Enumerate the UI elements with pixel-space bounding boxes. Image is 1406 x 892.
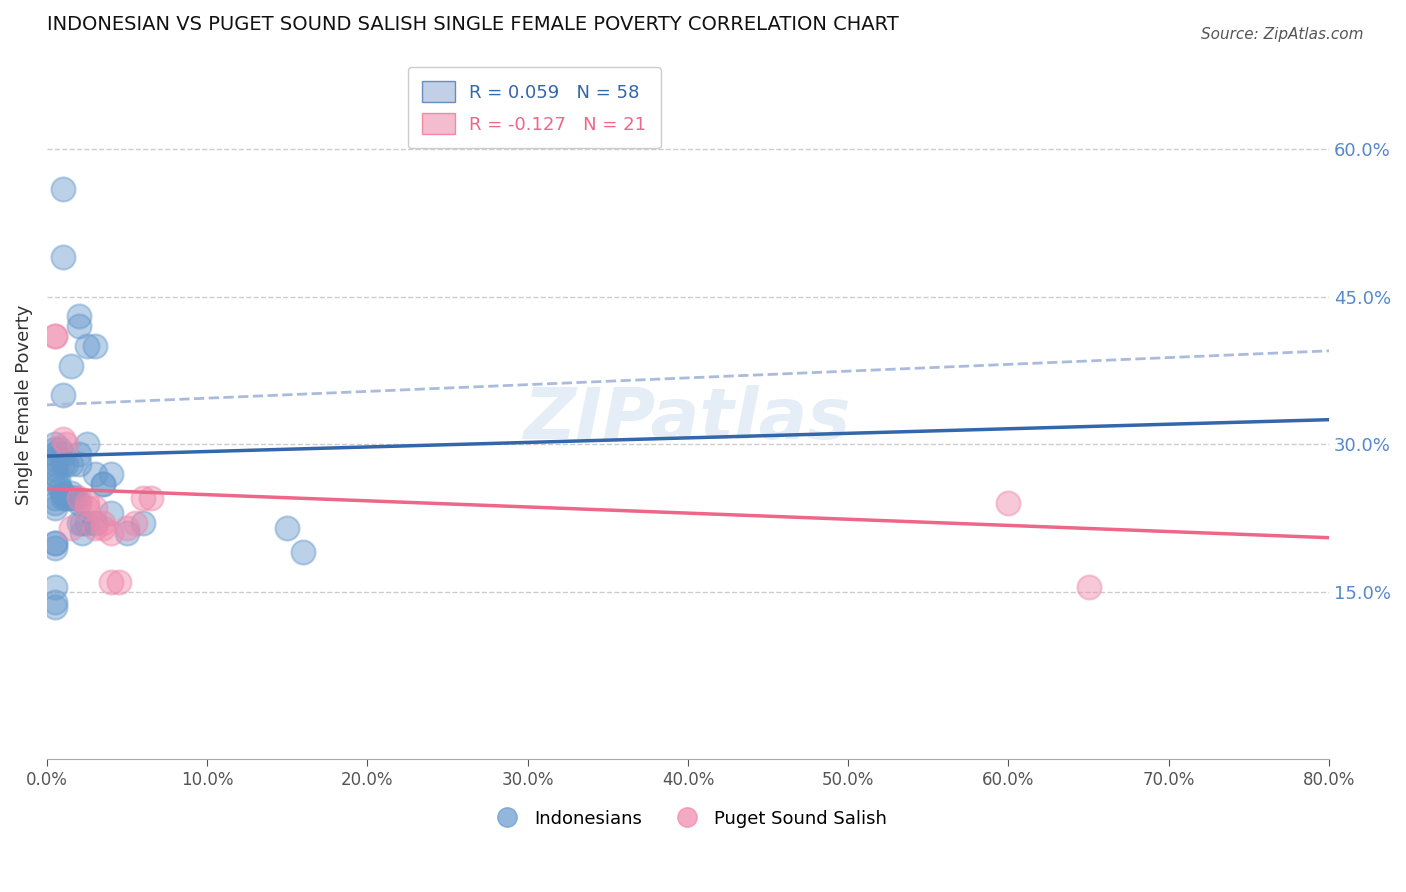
Point (76, 501, 98, 516)
Point (55, 457, 77, 471)
Point (44, 452, 66, 467)
Point (124, 516, 146, 530)
Point (44, 329, 66, 343)
Point (70, 525, 93, 540)
Point (997, 496, 1019, 510)
Point (48, 482, 70, 496)
Point (44, 491, 66, 506)
Point (91, 476, 114, 491)
Point (276, 521, 298, 535)
Point (44, 501, 66, 516)
Point (52, 488, 75, 502)
Point (67, 491, 90, 506)
Point (44, 580, 66, 594)
Point (44, 599, 66, 614)
Point (44, 541, 66, 555)
Point (44, 457, 66, 471)
Point (59, 521, 82, 535)
Point (52, 486, 75, 500)
Point (115, 521, 138, 535)
Point (62, 491, 84, 506)
Point (100, 506, 122, 520)
Point (67, 496, 90, 510)
Point (44, 467, 66, 481)
Point (52, 251, 75, 265)
Point (91, 516, 114, 530)
Point (67, 319, 90, 334)
Point (100, 525, 122, 540)
Point (48, 442, 70, 457)
Point (67, 457, 90, 471)
Point (59, 359, 82, 373)
Point (44, 447, 66, 461)
Point (70, 516, 93, 530)
Point (52, 457, 75, 471)
Point (115, 525, 138, 540)
Point (55, 491, 77, 506)
Point (67, 516, 90, 530)
Point (44, 496, 66, 510)
Point (44, 535, 66, 549)
Point (44, 462, 66, 476)
Point (76, 496, 98, 510)
Point (76, 437, 98, 451)
Point (76, 516, 98, 530)
Point (44, 442, 66, 457)
Point (55, 437, 77, 451)
Y-axis label: Single Female Poverty: Single Female Poverty (15, 305, 32, 505)
Point (46, 476, 69, 491)
Point (100, 467, 122, 481)
Point (52, 447, 75, 461)
Point (67, 447, 90, 461)
Point (52, 433, 75, 447)
Point (84, 339, 107, 353)
Point (67, 310, 90, 324)
Point (132, 491, 155, 506)
Legend: Indonesians, Puget Sound Salish: Indonesians, Puget Sound Salish (482, 803, 894, 835)
Point (59, 457, 82, 471)
Point (91, 476, 114, 491)
Point (44, 329, 66, 343)
Point (44, 594, 66, 608)
Point (139, 491, 162, 506)
Point (44, 437, 66, 451)
Point (91, 521, 114, 535)
Point (84, 521, 107, 535)
Point (84, 467, 107, 481)
Point (84, 516, 107, 530)
Point (59, 486, 82, 500)
Point (52, 181, 75, 195)
Text: Source: ZipAtlas.com: Source: ZipAtlas.com (1201, 27, 1364, 42)
Text: INDONESIAN VS PUGET SOUND SALISH SINGLE FEMALE POVERTY CORRELATION CHART: INDONESIAN VS PUGET SOUND SALISH SINGLE … (46, 15, 898, 34)
Point (52, 491, 75, 506)
Point (108, 574, 131, 589)
Text: ZIPatlas: ZIPatlas (524, 384, 852, 454)
Point (44, 535, 66, 549)
Point (76, 339, 98, 353)
Point (46, 472, 69, 486)
Point (84, 501, 107, 516)
Point (292, 545, 315, 559)
Point (1077, 580, 1099, 594)
Point (132, 516, 155, 530)
Point (100, 574, 122, 589)
Point (52, 388, 75, 402)
Point (56, 491, 79, 506)
Point (65, 491, 87, 506)
